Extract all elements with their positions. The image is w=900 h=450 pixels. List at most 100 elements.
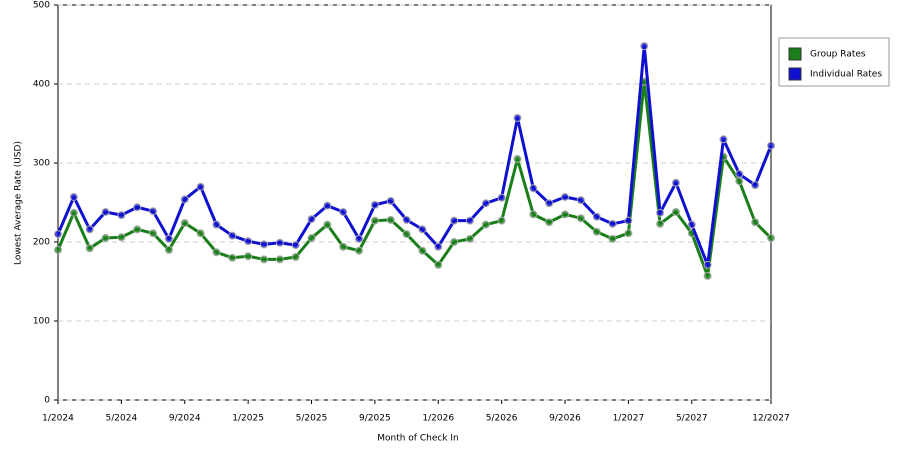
data-point xyxy=(608,234,617,243)
y-tick-label: 0 xyxy=(44,396,50,406)
plot-area xyxy=(57,4,772,401)
data-point xyxy=(624,229,633,238)
data-point xyxy=(671,178,680,187)
data-point xyxy=(117,233,126,242)
data-point xyxy=(450,238,459,246)
data-point xyxy=(212,248,221,257)
data-point xyxy=(164,245,173,254)
legend-swatch xyxy=(788,47,802,61)
data-point xyxy=(545,199,554,208)
data-point xyxy=(196,182,205,191)
data-point xyxy=(434,260,443,269)
data-point xyxy=(751,181,760,190)
data-point xyxy=(244,252,253,261)
data-point xyxy=(212,220,221,229)
data-point xyxy=(339,207,348,216)
data-point xyxy=(592,227,601,236)
data-point xyxy=(450,216,459,225)
x-tick-label: 5/2024 xyxy=(106,414,138,424)
data-point xyxy=(687,220,696,229)
data-point xyxy=(656,208,665,217)
x-tick-label: 1/2026 xyxy=(422,414,454,424)
data-point xyxy=(54,245,62,254)
data-point xyxy=(180,219,189,228)
x-tick-label: 9/2025 xyxy=(359,414,391,424)
data-point xyxy=(259,255,268,264)
data-point xyxy=(418,246,427,255)
data-point xyxy=(228,253,237,262)
data-point xyxy=(370,216,379,225)
data-point xyxy=(133,203,142,212)
series-line xyxy=(56,44,773,267)
data-point xyxy=(497,216,506,225)
data-point xyxy=(180,195,189,204)
data-point xyxy=(196,229,205,238)
x-tick-label: 1/2027 xyxy=(613,414,645,424)
data-point xyxy=(244,237,253,246)
data-point xyxy=(355,234,364,243)
x-tick-label: 5/2025 xyxy=(296,414,328,424)
data-point xyxy=(259,240,268,249)
data-point xyxy=(481,199,490,208)
x-tick-label: 9/2024 xyxy=(169,414,201,424)
data-point xyxy=(624,216,633,225)
x-tick-label: 1/2025 xyxy=(232,414,264,424)
data-point xyxy=(513,155,522,164)
x-axis-label: Month of Check In xyxy=(377,434,459,444)
data-point xyxy=(751,218,760,227)
data-point xyxy=(386,215,395,224)
x-tick-label: 5/2027 xyxy=(676,414,708,424)
data-point xyxy=(339,242,348,251)
data-point xyxy=(465,234,474,243)
y-tick-label: 400 xyxy=(33,80,50,90)
y-tick-label: 100 xyxy=(33,317,50,327)
data-point xyxy=(529,210,538,219)
x-tick-label: 1/2024 xyxy=(42,414,74,424)
data-point xyxy=(307,234,316,243)
data-point xyxy=(149,229,158,238)
data-point xyxy=(101,207,110,216)
data-point xyxy=(767,141,775,150)
data-point xyxy=(703,271,712,280)
data-point xyxy=(101,234,110,243)
data-point xyxy=(370,200,379,209)
y-axis-label: Lowest Average Rate (USD) xyxy=(14,141,24,265)
data-point xyxy=(164,234,173,243)
data-point xyxy=(228,231,237,240)
data-point xyxy=(576,214,585,223)
data-point xyxy=(85,244,94,253)
data-point xyxy=(497,193,506,202)
data-point xyxy=(576,196,585,205)
data-point xyxy=(561,192,570,201)
data-point xyxy=(418,225,427,234)
legend-swatch xyxy=(788,67,802,81)
data-point xyxy=(69,192,78,201)
data-point xyxy=(434,242,443,251)
data-point xyxy=(561,210,570,219)
y-tick-label: 200 xyxy=(33,238,50,248)
data-point xyxy=(323,201,332,210)
data-point xyxy=(402,215,411,224)
data-point xyxy=(719,135,728,144)
data-point xyxy=(149,207,158,216)
data-point xyxy=(545,218,554,227)
data-point xyxy=(513,113,522,122)
x-tick-label: 9/2026 xyxy=(549,414,581,424)
data-point xyxy=(291,253,300,262)
y-tick-label: 500 xyxy=(33,1,50,11)
series-line xyxy=(56,80,773,278)
data-point xyxy=(592,212,601,221)
data-point xyxy=(291,241,300,250)
data-point xyxy=(735,177,744,186)
data-point xyxy=(133,225,142,234)
legend-label: Group Rates xyxy=(810,50,866,60)
x-tick-label: 5/2026 xyxy=(486,414,518,424)
x-tick-label: 12/2027 xyxy=(752,414,789,424)
data-point xyxy=(54,230,62,239)
data-point xyxy=(735,170,744,179)
data-point xyxy=(386,196,395,205)
data-point xyxy=(117,211,126,220)
data-point xyxy=(703,260,712,269)
data-point xyxy=(608,219,617,228)
